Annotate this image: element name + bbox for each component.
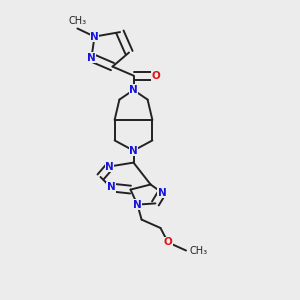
Text: O: O — [164, 237, 172, 248]
Text: CH₃: CH₃ — [190, 245, 208, 256]
Text: N: N — [129, 146, 138, 156]
Text: O: O — [151, 70, 160, 81]
Text: N: N — [129, 85, 138, 95]
Text: N: N — [105, 161, 114, 172]
Text: N: N — [106, 182, 116, 193]
Text: CH₃: CH₃ — [68, 16, 86, 26]
Text: N: N — [87, 52, 96, 63]
Text: N: N — [133, 200, 142, 210]
Text: N: N — [158, 188, 166, 198]
Text: N: N — [90, 32, 99, 42]
